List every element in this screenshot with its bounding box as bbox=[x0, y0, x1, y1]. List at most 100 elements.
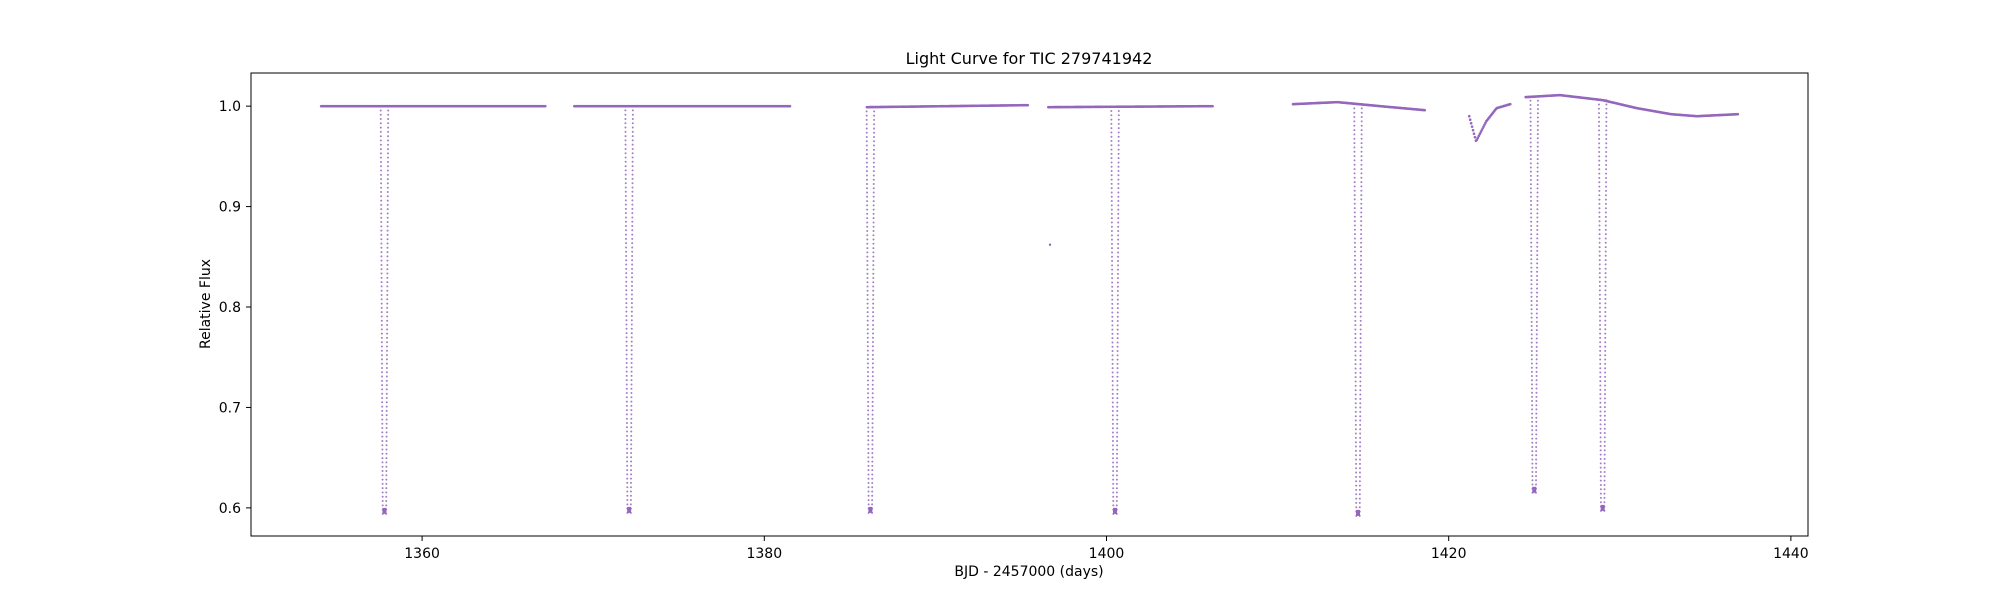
transit-point bbox=[625, 417, 628, 420]
transit-point bbox=[1354, 345, 1357, 348]
transit-point bbox=[626, 490, 629, 493]
y-tick-label: 0.9 bbox=[219, 200, 241, 216]
transit-point bbox=[1604, 328, 1607, 331]
transit-point bbox=[630, 366, 633, 369]
transit-point bbox=[1598, 138, 1601, 141]
transit-point bbox=[1116, 324, 1119, 327]
transit-point bbox=[871, 482, 874, 484]
transit-point bbox=[630, 336, 633, 339]
transit-point bbox=[866, 247, 869, 250]
transit-point bbox=[630, 413, 633, 416]
transit-point bbox=[381, 392, 384, 395]
transit-point bbox=[1110, 178, 1113, 181]
transit-point bbox=[1110, 234, 1113, 237]
transit-point bbox=[1110, 191, 1113, 194]
transit-point bbox=[381, 375, 384, 378]
transit-point bbox=[1355, 458, 1358, 461]
transit-point bbox=[1110, 161, 1113, 164]
transit-point bbox=[625, 421, 628, 424]
transit-point bbox=[631, 229, 634, 232]
transit-point bbox=[625, 263, 628, 266]
transit-point bbox=[386, 276, 389, 279]
transit-point bbox=[386, 324, 389, 327]
baseline-segment-4 bbox=[1047, 104, 1214, 109]
transit-point bbox=[385, 349, 388, 352]
transit-point bbox=[866, 187, 869, 190]
transit-point bbox=[386, 251, 389, 254]
transit-point bbox=[624, 130, 627, 133]
transit-point bbox=[625, 250, 628, 253]
transit-point bbox=[625, 246, 628, 249]
transit-point bbox=[381, 469, 384, 472]
transit-point bbox=[1535, 433, 1538, 436]
transit-point bbox=[1359, 302, 1362, 305]
transit-point bbox=[867, 464, 870, 467]
transit-point bbox=[1535, 454, 1538, 457]
transit-point bbox=[387, 105, 390, 108]
transit-point bbox=[631, 190, 634, 193]
transit-point bbox=[1116, 358, 1119, 361]
transit-point bbox=[385, 354, 388, 357]
transit-point bbox=[872, 204, 875, 207]
transit-point bbox=[1598, 198, 1601, 201]
transit-point bbox=[1116, 461, 1119, 464]
transit-point bbox=[630, 477, 633, 480]
transit-point bbox=[1598, 211, 1601, 214]
transit-point bbox=[1359, 402, 1362, 405]
transit-point bbox=[1116, 302, 1119, 305]
transit-point bbox=[626, 477, 629, 480]
transit-point bbox=[1598, 250, 1601, 253]
transit-point bbox=[631, 220, 634, 223]
transit-point bbox=[1605, 107, 1608, 110]
transit-point bbox=[872, 144, 875, 147]
transit-point bbox=[1355, 488, 1358, 491]
transit-point bbox=[630, 396, 633, 399]
x-tick-label: 1380 bbox=[746, 546, 782, 562]
transit-point bbox=[381, 379, 384, 382]
transit-point bbox=[1530, 316, 1533, 319]
transit-point bbox=[1354, 311, 1357, 314]
transit-point bbox=[386, 178, 389, 181]
transit-point bbox=[1535, 445, 1538, 448]
transit-point bbox=[385, 392, 388, 395]
transit-point bbox=[871, 447, 874, 450]
transit-point bbox=[625, 379, 628, 382]
transit-point bbox=[1360, 168, 1363, 171]
transit-point bbox=[867, 439, 870, 442]
transit-point bbox=[1529, 124, 1532, 127]
transit-point bbox=[865, 161, 868, 164]
transit-point bbox=[1359, 298, 1362, 301]
transit-point bbox=[629, 503, 632, 506]
transit-point bbox=[1535, 304, 1538, 307]
transit-point bbox=[386, 225, 389, 228]
transit-point bbox=[386, 182, 389, 185]
transit-point bbox=[1598, 125, 1601, 128]
transit-point bbox=[865, 136, 868, 139]
transit-point bbox=[386, 255, 389, 258]
transit-point bbox=[1359, 324, 1362, 327]
transit-point bbox=[631, 280, 634, 283]
transit-point bbox=[387, 135, 390, 138]
baseline-segment-7 bbox=[1524, 93, 1740, 118]
transit-point bbox=[624, 122, 627, 125]
transit-point bbox=[1605, 155, 1608, 158]
transit-point bbox=[1598, 237, 1601, 240]
transit-point bbox=[380, 238, 383, 241]
transit-point bbox=[1359, 376, 1362, 379]
transit-point bbox=[1112, 461, 1115, 464]
y-tick-label: 0.6 bbox=[219, 501, 241, 517]
transit-point bbox=[1605, 133, 1608, 136]
transit-point bbox=[1604, 310, 1607, 313]
transit-point bbox=[1117, 242, 1120, 245]
transit-point bbox=[1353, 159, 1356, 162]
transit-point bbox=[624, 135, 627, 138]
transit-point bbox=[386, 173, 389, 176]
transit-point bbox=[1110, 208, 1113, 211]
transit-point bbox=[1354, 389, 1357, 392]
transit-point bbox=[1598, 224, 1601, 227]
transit-point bbox=[1111, 380, 1114, 383]
transit-point bbox=[871, 469, 874, 472]
transit-point bbox=[871, 464, 874, 467]
transit-point bbox=[1531, 450, 1534, 453]
transit-point bbox=[385, 384, 388, 387]
